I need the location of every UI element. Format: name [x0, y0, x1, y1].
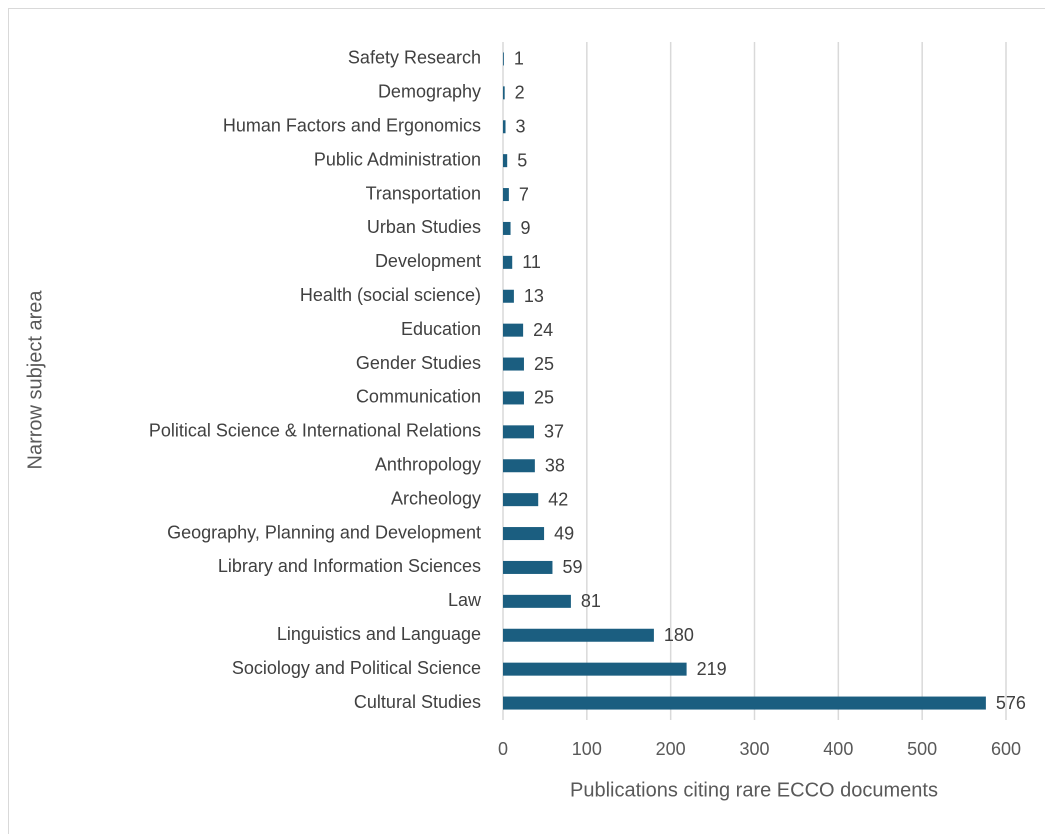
data-label: 81 — [581, 591, 601, 611]
y-tick-label: Human Factors and Ergonomics — [223, 116, 481, 136]
y-tick-label: Development — [375, 251, 481, 271]
x-tick-label: 200 — [656, 739, 686, 759]
y-tick-label: Safety Research — [348, 48, 481, 68]
y-tick-label: Transportation — [366, 183, 481, 203]
chart-frame — [8, 8, 1045, 834]
bar — [503, 459, 535, 473]
data-label: 13 — [524, 286, 544, 306]
data-label: 219 — [697, 659, 727, 679]
bar — [503, 628, 654, 642]
y-tick-label: Linguistics and Language — [277, 624, 481, 644]
y-tick-label: Geography, Planning and Development — [167, 522, 481, 542]
data-label: 1 — [514, 49, 524, 69]
y-tick-label: Sociology and Political Science — [232, 658, 481, 678]
bar — [503, 560, 553, 574]
data-label: 2 — [515, 83, 525, 103]
y-tick-label: Political Science & International Relati… — [149, 421, 481, 441]
data-label: 9 — [521, 218, 531, 238]
y-tick-label: Public Administration — [314, 149, 481, 169]
x-tick-label: 400 — [823, 739, 853, 759]
bar — [503, 425, 535, 439]
x-axis-title: Publications citing rare ECCO documents — [570, 779, 938, 801]
data-label: 11 — [522, 252, 541, 272]
data-label: 24 — [533, 320, 553, 340]
y-tick-label: Communication — [356, 387, 481, 407]
x-tick-label: 100 — [572, 739, 602, 759]
bar — [503, 357, 524, 371]
y-tick-label: Health (social science) — [300, 285, 481, 305]
data-label: 25 — [534, 354, 554, 374]
data-label: 576 — [996, 693, 1026, 713]
y-tick-label: Education — [401, 319, 481, 339]
x-tick-label: 300 — [739, 739, 769, 759]
bar — [503, 188, 509, 202]
bar — [503, 323, 524, 337]
y-tick-label: Demography — [378, 82, 481, 102]
bar — [503, 52, 504, 66]
y-tick-label: Archeology — [391, 488, 481, 508]
data-label: 49 — [554, 523, 574, 543]
data-label: 5 — [517, 150, 527, 170]
data-label: 59 — [562, 557, 582, 577]
y-axis-title: Narrow subject area — [24, 290, 46, 470]
bar — [503, 86, 505, 100]
bar — [503, 154, 508, 168]
data-label: 7 — [519, 184, 529, 204]
data-label: 25 — [534, 388, 554, 408]
y-tick-label: Gender Studies — [356, 353, 481, 373]
bar — [503, 696, 986, 710]
x-tick-label: 500 — [907, 739, 937, 759]
y-tick-label: Law — [448, 590, 482, 610]
data-label: 3 — [516, 117, 526, 137]
y-tick-label: Anthropology — [375, 455, 481, 475]
bar — [503, 289, 514, 303]
bar — [503, 662, 687, 676]
y-tick-label: Library and Information Sciences — [218, 556, 481, 576]
y-tick-label: Cultural Studies — [354, 692, 481, 712]
bar — [503, 493, 539, 507]
bar — [503, 221, 511, 235]
bar — [503, 527, 545, 541]
x-tick-label: 0 — [498, 739, 508, 759]
data-label: 37 — [544, 422, 564, 442]
x-tick-label: 600 — [991, 739, 1021, 759]
y-tick-label: Urban Studies — [367, 217, 481, 237]
bar — [503, 594, 571, 608]
data-label: 38 — [545, 456, 565, 476]
data-label: 42 — [548, 489, 568, 509]
data-label: 180 — [664, 625, 694, 645]
bar — [503, 120, 506, 134]
bar — [503, 391, 524, 405]
bar — [503, 255, 513, 269]
